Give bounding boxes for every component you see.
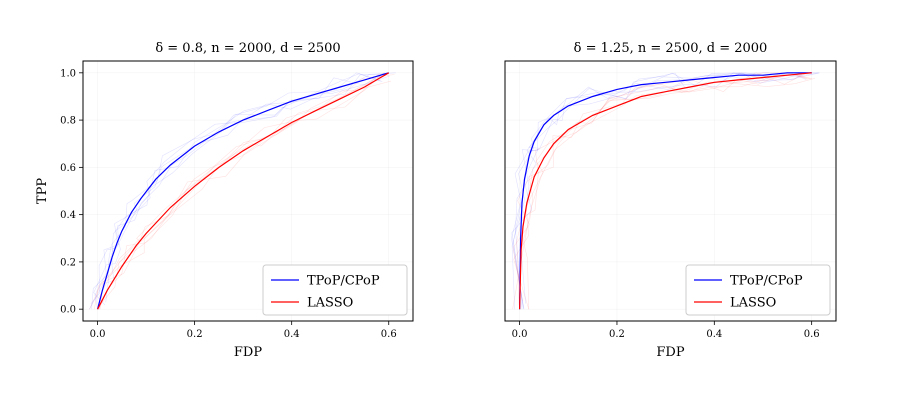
- faint-trace-lasso: [512, 72, 808, 301]
- legend-label-lasso: LASSO: [307, 296, 353, 311]
- faint-trace-lasso: [89, 72, 390, 310]
- faint-trace-tpop: [511, 72, 805, 310]
- x-tick-label: 0.0: [90, 329, 106, 340]
- faint-trace-tpop: [91, 73, 389, 310]
- x-axis-label: FDP: [234, 345, 262, 360]
- faint-trace-lasso: [96, 73, 380, 310]
- y-tick-label: 0.6: [60, 163, 76, 174]
- x-tick-label: 0.4: [706, 329, 722, 340]
- faint-trace-tpop: [90, 72, 396, 305]
- chart-title: δ = 1.25, n = 2500, d = 2000: [574, 41, 768, 56]
- series-line-tpop-cpop: [519, 72, 812, 310]
- chart-panel-1: 0.0 0.2 0.4 0.6 0.0 0.2 0.4 0.6 0.8 1.0 δ = 0.8, n…: [35, 41, 414, 360]
- axes-frame: [82, 60, 414, 322]
- y-axis-label: TPP: [35, 178, 50, 204]
- x-tick-label: 0.4: [284, 329, 300, 340]
- faint-trace-tpop: [105, 73, 383, 303]
- x-tick-label: 0.6: [804, 329, 820, 340]
- faint-trace-lasso: [94, 74, 395, 310]
- legend: TPoP/CPoP LASSO: [685, 264, 831, 316]
- legend: TPoP/CPoP LASSO: [262, 264, 408, 316]
- x-tick-label: 0.2: [187, 329, 203, 340]
- series-line-tpop-cpop: [97, 72, 389, 310]
- legend-label-tpop-cpop: TPoP/CPoP: [730, 274, 803, 289]
- chart-panel-2: 0.0 0.2 0.4 0.6 δ = 1.25, n = 2500, d = 2000…: [504, 41, 837, 360]
- legend-label-lasso: LASSO: [730, 296, 776, 311]
- faint-trace-lasso: [521, 73, 808, 310]
- faint-trace-lasso: [98, 72, 384, 310]
- faint-trace-tpop: [93, 72, 387, 306]
- faint-trace-lasso: [513, 72, 811, 310]
- legend-label-tpop-cpop: TPoP/CPoP: [307, 274, 380, 289]
- x-tick-label: 0.6: [381, 329, 397, 340]
- series-line-lasso: [97, 72, 390, 310]
- series-line-lasso: [519, 72, 812, 310]
- x-axis-label: FDP: [656, 345, 684, 360]
- faint-trace-lasso: [518, 78, 815, 304]
- y-tick-label: 0.0: [60, 305, 76, 316]
- y-tick-label: 0.2: [60, 257, 76, 268]
- x-tick-label: 0.0: [512, 329, 528, 340]
- faint-trace-tpop: [515, 72, 820, 310]
- chart-title: δ = 0.8, n = 2000, d = 2500: [155, 41, 340, 56]
- axes-frame: [504, 60, 837, 322]
- y-tick-label: 1.0: [60, 68, 76, 79]
- y-tick-label: 0.8: [60, 116, 76, 127]
- faint-trace-lasso: [512, 72, 803, 310]
- y-tick-label: 0.4: [60, 210, 76, 221]
- faint-trace-tpop: [89, 72, 381, 310]
- faint-trace-tpop: [94, 75, 390, 309]
- x-tick-label: 0.2: [609, 329, 625, 340]
